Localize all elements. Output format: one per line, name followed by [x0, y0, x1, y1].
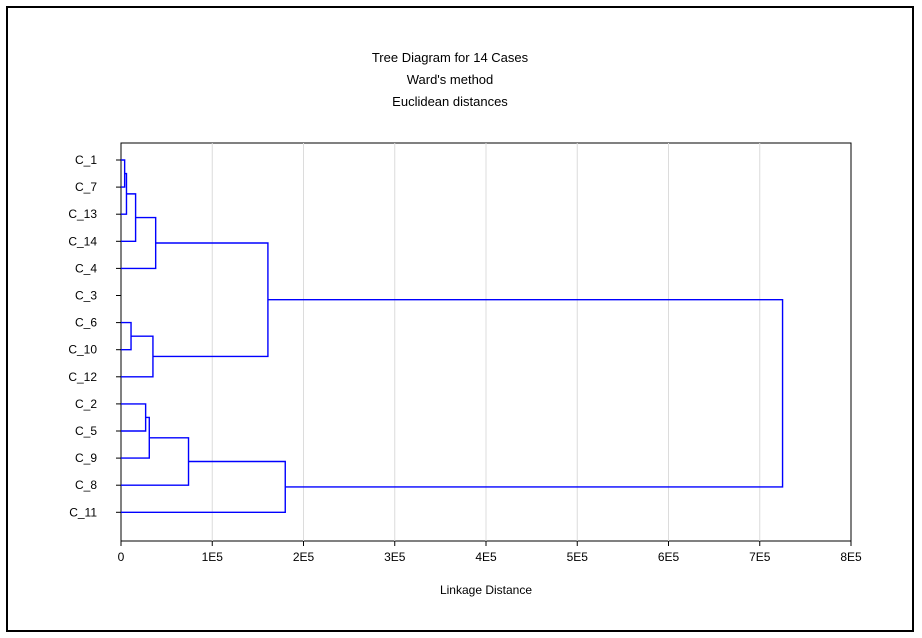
chart-title-line-2: Ward's method [407, 72, 494, 87]
x-tick-label-1E5: 1E5 [202, 550, 224, 564]
x-tick-label-8E5: 8E5 [840, 550, 862, 564]
leaf-label-C_12: C_12 [68, 370, 97, 384]
x-axis-label: Linkage Distance [440, 583, 532, 597]
chart-title-line-1: Tree Diagram for 14 Cases [372, 50, 529, 65]
merge-link-9 [152, 242, 269, 358]
merge-link-11 [267, 299, 784, 488]
merge-link-4 [121, 321, 132, 351]
merge-link-10 [121, 460, 286, 513]
y-axis-leaf-labels: C_1 C_7 C_13 C_14 C_4 C_3 C_6 C_10 C_12 C_2 C_5 C_9… [68, 153, 121, 519]
x-tick-label-5E5: 5E5 [567, 550, 589, 564]
grid-lines [211, 143, 761, 541]
x-tick-label-0: 0 [118, 550, 125, 564]
dendrogram-links [121, 159, 784, 513]
leaf-label-C_10: C_10 [68, 343, 97, 357]
leaf-label-C_1: C_1 [75, 153, 97, 167]
merge-link-1 [121, 172, 128, 215]
merge-link-0 [121, 159, 126, 188]
leaf-label-C_8: C_8 [75, 478, 97, 492]
leaf-label-C_3: C_3 [75, 289, 97, 303]
merge-link-3 [121, 216, 157, 270]
x-tick-label-7E5: 7E5 [749, 550, 771, 564]
chart-frame [6, 6, 914, 632]
x-axis-ticks: 0 1E5 2E5 3E5 4E5 5E5 6E5 7E5 8E5 [118, 541, 862, 564]
leaf-label-C_14: C_14 [68, 234, 97, 248]
merge-link-5 [121, 403, 147, 432]
x-tick-label-4E5: 4E5 [475, 550, 497, 564]
leaf-label-C_7: C_7 [75, 180, 97, 194]
merge-link-8 [121, 437, 190, 486]
leaf-label-C_6: C_6 [75, 316, 97, 330]
leaf-label-C_5: C_5 [75, 424, 97, 438]
chart-title-line-3: Euclidean distances [392, 94, 508, 109]
merge-link-7 [121, 335, 154, 378]
x-tick-label-3E5: 3E5 [384, 550, 406, 564]
leaf-label-C_13: C_13 [68, 207, 97, 221]
merge-link-2 [121, 193, 137, 243]
x-tick-label-6E5: 6E5 [658, 550, 680, 564]
leaf-label-C_11: C_11 [69, 505, 97, 519]
chart-title-group: Tree Diagram for 14 Cases Ward's method Eu… [372, 50, 529, 109]
leaf-label-C_4: C_4 [75, 261, 97, 275]
leaf-label-C_9: C_9 [75, 451, 97, 465]
x-tick-label-2E5: 2E5 [293, 550, 315, 564]
leaf-label-C_2: C_2 [75, 397, 97, 411]
